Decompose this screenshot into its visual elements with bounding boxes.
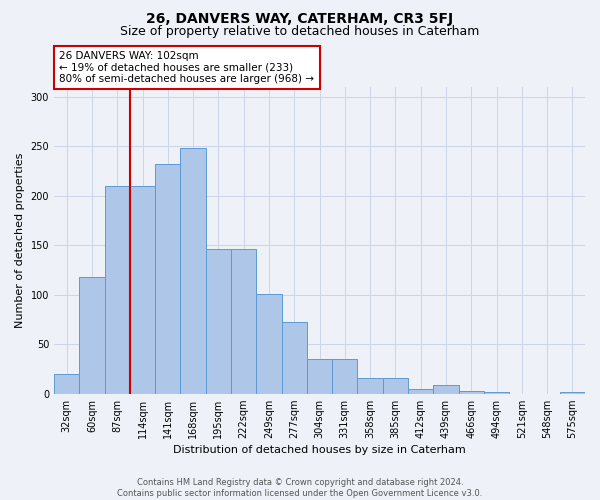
Text: Size of property relative to detached houses in Caterham: Size of property relative to detached ho… <box>121 25 479 38</box>
Bar <box>54 374 79 394</box>
Bar <box>231 250 256 394</box>
Y-axis label: Number of detached properties: Number of detached properties <box>15 152 25 328</box>
Text: 26, DANVERS WAY, CATERHAM, CR3 5FJ: 26, DANVERS WAY, CATERHAM, CR3 5FJ <box>146 12 454 26</box>
Bar <box>484 392 509 394</box>
Bar <box>307 359 332 394</box>
Bar <box>155 164 181 394</box>
Bar <box>332 359 358 394</box>
Bar <box>560 392 585 394</box>
X-axis label: Distribution of detached houses by size in Caterham: Distribution of detached houses by size … <box>173 445 466 455</box>
Bar <box>79 277 104 394</box>
Bar <box>181 148 206 394</box>
Bar <box>104 186 130 394</box>
Bar <box>458 390 484 394</box>
Bar <box>408 388 433 394</box>
Bar <box>206 250 231 394</box>
Bar <box>383 378 408 394</box>
Bar <box>433 385 458 394</box>
Text: 26 DANVERS WAY: 102sqm
← 19% of detached houses are smaller (233)
80% of semi-de: 26 DANVERS WAY: 102sqm ← 19% of detached… <box>59 51 314 84</box>
Bar <box>256 294 281 394</box>
Bar <box>130 186 155 394</box>
Bar <box>281 322 307 394</box>
Text: Contains HM Land Registry data © Crown copyright and database right 2024.
Contai: Contains HM Land Registry data © Crown c… <box>118 478 482 498</box>
Bar <box>358 378 383 394</box>
